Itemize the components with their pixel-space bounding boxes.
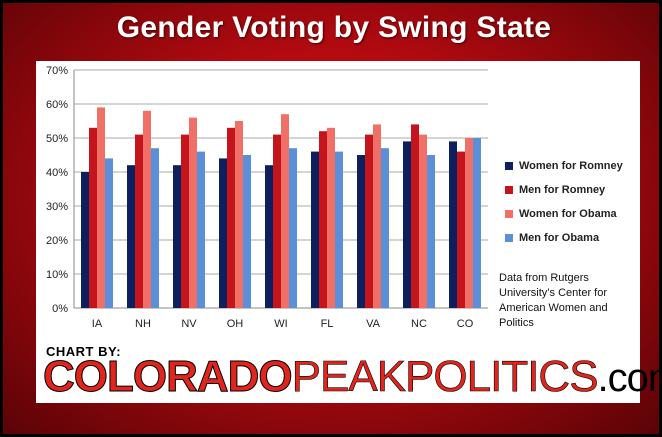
legend-item: Women for Romney xyxy=(505,154,623,178)
legend-label: Women for Obama xyxy=(519,208,617,220)
bar xyxy=(81,172,89,308)
bar xyxy=(127,165,135,308)
bar xyxy=(373,124,381,309)
bar xyxy=(235,121,243,308)
x-tick-label: NC xyxy=(411,318,427,330)
x-tick-label: OH xyxy=(227,318,244,330)
x-tick-label: CO xyxy=(457,318,474,330)
bar xyxy=(449,141,457,308)
bar xyxy=(381,148,389,308)
bar xyxy=(289,148,297,308)
y-tick-label: 40% xyxy=(46,167,68,179)
bar xyxy=(327,127,335,308)
bar xyxy=(473,138,481,308)
bar xyxy=(281,114,289,308)
bar xyxy=(319,131,327,308)
bar xyxy=(97,107,105,309)
legend-label: Women for Romney xyxy=(519,160,623,172)
chart-panel: 0% 10% 20% 30% 40% 50% 60% 70% IA NH NV OH WI FL VA NC C… xyxy=(36,61,662,403)
bar xyxy=(105,158,113,308)
bar xyxy=(403,141,411,308)
legend-item: Men for Obama xyxy=(505,226,623,250)
y-tick-label: 30% xyxy=(46,201,68,213)
x-tick-label: NH xyxy=(135,318,151,330)
bar xyxy=(457,151,465,308)
bar xyxy=(311,151,319,308)
y-tick-label: 70% xyxy=(46,65,68,77)
bar xyxy=(227,127,235,308)
brand-suffix: .com xyxy=(597,356,662,400)
bar-chart: 0% 10% 20% 30% 40% 50% 60% 70% IA NH NV OH WI FL VA NC C… xyxy=(46,65,488,330)
bar xyxy=(465,138,473,308)
bar xyxy=(365,134,373,308)
legend-swatch xyxy=(505,210,513,218)
bar xyxy=(89,127,97,308)
brand-name-bold: COLORADO xyxy=(43,352,294,402)
legend-swatch xyxy=(505,234,513,242)
bar xyxy=(335,151,343,308)
source-note: Data from Rutgers University’s Center fo… xyxy=(499,272,608,329)
legend-label: Men for Obama xyxy=(519,232,600,244)
bar xyxy=(151,148,159,308)
y-tick-label: 50% xyxy=(46,133,68,145)
legend-item: Men for Romney xyxy=(505,178,623,202)
bar xyxy=(357,155,365,308)
y-tick-label: 0% xyxy=(52,303,68,315)
bar xyxy=(265,165,273,308)
y-tick-label: 10% xyxy=(46,269,68,281)
x-tick-label: WI xyxy=(274,318,287,330)
x-tick-label: NV xyxy=(181,318,197,330)
y-tick-label: 60% xyxy=(46,99,68,111)
legend-swatch xyxy=(505,186,513,194)
y-tick-label: 20% xyxy=(46,235,68,247)
bar xyxy=(173,165,181,308)
legend-label: Men for Romney xyxy=(519,184,606,196)
x-tick-label: VA xyxy=(366,318,381,330)
brand-logo: COLORADOPEAKPOLITICS.com xyxy=(43,351,662,404)
bar xyxy=(219,158,227,308)
bar xyxy=(427,155,435,308)
bar xyxy=(411,124,419,309)
legend-item: Women for Obama xyxy=(505,202,623,226)
bar xyxy=(143,110,151,308)
chart-by-label: CHART BY: xyxy=(46,344,122,359)
legend: Women for Romney Men for Romney Women for … xyxy=(505,154,623,250)
bar xyxy=(197,151,205,308)
bar xyxy=(181,134,189,308)
bar xyxy=(189,117,197,308)
bar xyxy=(273,134,281,308)
legend-swatch xyxy=(505,162,513,170)
brand-name-light: PEAKPOLITICS xyxy=(291,352,598,402)
bar xyxy=(419,134,427,308)
x-tick-label: FL xyxy=(321,318,334,330)
bar xyxy=(243,155,251,308)
bar xyxy=(135,134,143,308)
x-tick-label: IA xyxy=(92,318,103,330)
chart-title: Gender Voting by Swing State xyxy=(116,11,552,44)
